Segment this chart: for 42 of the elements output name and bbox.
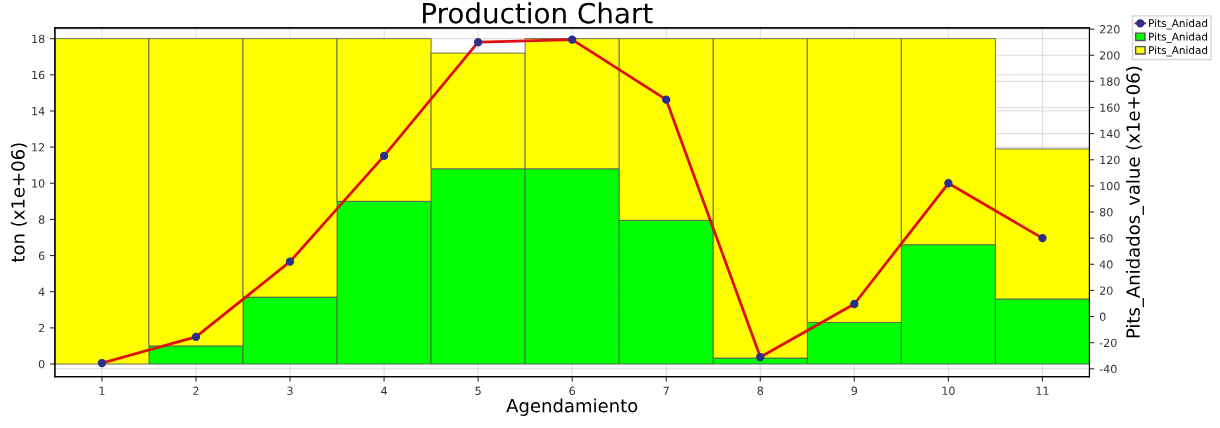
x-tick-label: 11 <box>1036 386 1049 395</box>
y-tick-label: 4 <box>38 287 45 296</box>
y2-tick-label: 80 <box>1099 208 1113 217</box>
y-tick-label: 12 <box>32 143 45 152</box>
y2-tick-label: 60 <box>1099 234 1113 243</box>
x-tick-label: 5 <box>475 386 481 395</box>
y-tick-label: 0 <box>38 359 45 369</box>
y-tick-label: 2 <box>38 323 45 333</box>
y2-tick-label: -20 <box>1099 338 1117 348</box>
y2-tick-label: 180 <box>1100 77 1120 86</box>
legend-label: Pits_Anidad <box>1149 32 1208 43</box>
x-tick-label: 10 <box>942 386 955 395</box>
y2-tick-label: 160 <box>1100 103 1120 112</box>
y-tick-label: 8 <box>38 215 45 224</box>
y-tick-label: 16 <box>32 70 45 80</box>
y2-tick-label: -40 <box>1099 364 1117 374</box>
y2-axis-title: Pits_Anidados_value (x1e+06) <box>1125 66 1144 338</box>
chart-title: Production Chart <box>423 2 653 24</box>
y2-tick-label: 220 <box>1100 25 1120 34</box>
y-tick-label: 14 <box>32 107 45 116</box>
y-tick-label: 6 <box>38 251 45 260</box>
x-tick-label: 6 <box>569 386 576 395</box>
y2-tick-label: 20 <box>1100 286 1113 295</box>
y2-tick-label: 140 <box>1100 129 1120 139</box>
x-tick-label: 1 <box>99 386 105 395</box>
y-tick-label: 18 <box>32 34 45 44</box>
y2-tick-label: 0 <box>1099 312 1106 321</box>
legend-label: Pits_Anidad <box>1149 19 1208 30</box>
x-tick-label: 8 <box>757 386 764 395</box>
x-axis-title: Agendamiento <box>506 398 638 416</box>
y2-tick-label: 100 <box>1100 181 1120 191</box>
x-tick-label: 3 <box>287 386 293 395</box>
x-tick-label: 9 <box>851 386 858 395</box>
y2-tick-label: 40 <box>1099 260 1113 269</box>
y2-tick-label: 120 <box>1100 155 1120 165</box>
x-tick-label: 2 <box>193 386 199 395</box>
x-tick-label: 4 <box>381 386 387 395</box>
y2-tick-label: 200 <box>1100 51 1120 60</box>
y-tick-label: 10 <box>32 179 45 188</box>
legend-label: Pits_Anidad <box>1149 46 1208 57</box>
y-axis-title: ton (x1e+06) <box>10 143 27 263</box>
x-tick-label: 7 <box>663 386 669 395</box>
